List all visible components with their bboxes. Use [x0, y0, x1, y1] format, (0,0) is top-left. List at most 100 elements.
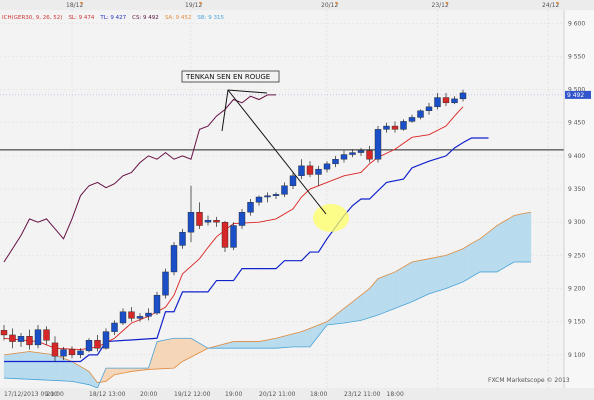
cloud-segment: [392, 271, 396, 310]
y-axis: 9 600 9 550 9 500 9 450 9 400 9 350 9 300 9 250…: [563, 10, 594, 388]
cloud-segment: [343, 306, 347, 324]
cloud-segment: [362, 291, 366, 320]
candle-body: [170, 245, 178, 273]
cloud-segment: [450, 252, 453, 288]
cloud-segment: [411, 261, 415, 303]
candle-body: [306, 165, 314, 175]
candle-body: [340, 154, 348, 160]
date-axis-background: [0, 0, 594, 10]
cloud-segment: [31, 351, 34, 380]
cloud-segment: [237, 341, 241, 349]
time-label: 21:00: [47, 391, 64, 398]
time-label: 18/12 13:00: [89, 391, 126, 398]
cloud-segment: [114, 367, 117, 375]
cloud-segment: [481, 235, 485, 273]
cloud-segment: [509, 216, 513, 265]
cloud-segment: [339, 309, 343, 324]
legend-entry: CS: 9 492: [132, 15, 159, 21]
cloud-segment: [490, 228, 493, 273]
cloud-segment: [175, 338, 179, 367]
cloud-segment: [435, 256, 438, 293]
cloud-segment: [401, 266, 404, 307]
cloud-segment: [35, 352, 39, 380]
time-label: 18:00: [387, 391, 404, 398]
cloud-segment: [471, 242, 474, 278]
y-tick-label: 9 350: [568, 186, 585, 193]
candle-body: [374, 129, 382, 160]
candle-body: [366, 150, 373, 160]
candle-body: [85, 340, 93, 352]
date-label: 24/12: [542, 2, 559, 9]
annotation-pointer: [227, 89, 327, 215]
cloud-segment: [301, 330, 304, 348]
cloud-segment: [42, 353, 45, 381]
cloud-segment: [22, 351, 26, 380]
horizontal-levels: [0, 94, 564, 151]
cloud-segment: [33, 351, 37, 380]
cloud-segment: [44, 353, 47, 381]
cloud-segment: [48, 353, 51, 381]
indicator-legend: ICH(GER30, 9, 26, 52) SL: 9 474 TL: 9 427 C…: [2, 15, 225, 21]
cloud-segment: [373, 280, 377, 317]
cloud-segment: [507, 217, 510, 266]
cloud-segment: [263, 340, 266, 349]
cloud-segment: [413, 260, 417, 302]
cloud-segment: [246, 341, 249, 349]
legend-entry: SL: 9 474: [68, 15, 94, 21]
cloud-segment: [386, 274, 389, 312]
y-tick-label: 9 200: [568, 286, 585, 293]
y-axis-background: [564, 10, 594, 388]
cloud-segment: [56, 355, 60, 381]
cloud-segment: [307, 328, 311, 348]
cloud-segment: [3, 354, 7, 379]
candle-body: [298, 165, 305, 176]
candle-body: [196, 212, 203, 226]
cloud-segment: [426, 258, 430, 296]
cloud-segment: [486, 231, 489, 273]
legend-entry: SA: 9 452: [165, 15, 192, 21]
candle-body: [77, 350, 84, 356]
candle-body: [247, 202, 254, 213]
cloud-segment: [505, 219, 508, 268]
cloud-segment: [69, 360, 73, 382]
cloud-segment: [441, 255, 445, 291]
cloud-segment: [352, 299, 355, 322]
candle-body: [213, 220, 220, 223]
cloud-segment: [360, 293, 364, 321]
cloud-segment: [528, 212, 532, 263]
cloud-segment: [5, 354, 9, 379]
cloud-segment: [345, 304, 349, 323]
cloud-segment: [354, 298, 357, 322]
cloud-segment: [18, 352, 22, 380]
y-tick-label: 9 600: [568, 20, 585, 27]
date-label: 19/12: [185, 2, 202, 9]
cloud-segment: [105, 367, 109, 382]
cloud-segment: [492, 226, 496, 273]
cloud-segment: [371, 283, 374, 318]
cloud-segment: [260, 340, 264, 349]
annotation-text: TENKAN SEN EN ROUGE: [185, 73, 270, 81]
cloud-segment: [80, 366, 83, 384]
cloud-segment: [503, 220, 506, 269]
plot-area: [0, 10, 564, 388]
cloud-segment: [169, 338, 173, 369]
cloud-segment: [418, 260, 421, 300]
candle-body: [417, 110, 424, 118]
candle-body: [204, 220, 212, 223]
cloud-segment: [231, 341, 234, 349]
time-label: 23/12 11:00: [344, 391, 381, 398]
candle-body: [408, 117, 416, 122]
cloud-segment: [243, 341, 247, 349]
cloud-segment: [348, 303, 351, 323]
cloud-segment: [120, 367, 124, 374]
cloud-segment: [29, 351, 32, 380]
cloud-segment: [420, 259, 423, 299]
candle-body: [187, 212, 195, 233]
cloud-segment: [195, 340, 198, 356]
cloud-segment: [399, 267, 402, 307]
cloud-segment: [267, 339, 270, 349]
candle-body: [102, 331, 110, 349]
cloud-segment: [405, 264, 408, 305]
